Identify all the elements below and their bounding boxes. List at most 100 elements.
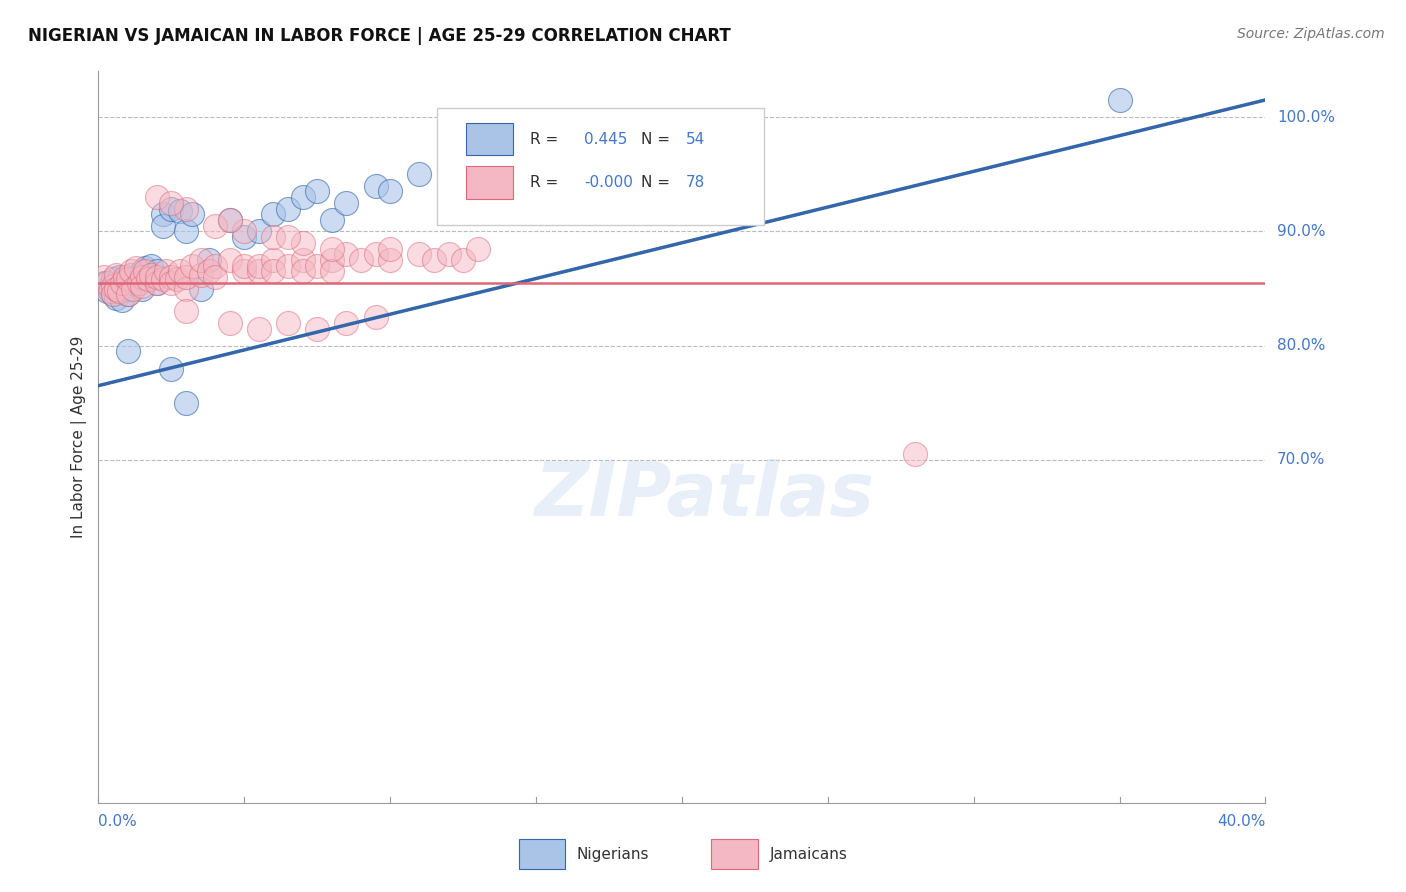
Text: N =: N =	[641, 131, 675, 146]
Text: NIGERIAN VS JAMAICAN IN LABOR FORCE | AGE 25-29 CORRELATION CHART: NIGERIAN VS JAMAICAN IN LABOR FORCE | AG…	[28, 27, 731, 45]
Text: 70.0%: 70.0%	[1277, 452, 1326, 467]
Point	[96, 276, 118, 290]
Point	[263, 230, 285, 244]
Point	[423, 252, 446, 267]
Point	[160, 202, 183, 216]
Point	[117, 287, 139, 301]
Point	[554, 138, 576, 153]
Text: ZIPatlas: ZIPatlas	[536, 459, 876, 533]
Point	[146, 276, 169, 290]
Point	[155, 264, 177, 278]
Point	[131, 270, 153, 285]
Point	[277, 259, 299, 273]
Point	[166, 272, 188, 286]
FancyBboxPatch shape	[465, 122, 513, 155]
Point	[152, 207, 174, 221]
Point	[437, 161, 460, 176]
Point	[291, 235, 314, 250]
Point	[321, 264, 343, 278]
Point	[128, 276, 150, 290]
Point	[131, 264, 153, 278]
Point	[364, 247, 387, 261]
Point	[218, 252, 240, 267]
Point	[380, 242, 402, 256]
Point	[160, 361, 183, 376]
Point	[93, 270, 115, 285]
Text: 100.0%: 100.0%	[1277, 110, 1336, 125]
Point	[98, 284, 121, 298]
Point	[364, 310, 387, 324]
Point	[307, 321, 329, 335]
Point	[233, 224, 256, 238]
Point	[101, 272, 124, 286]
Point	[160, 276, 183, 290]
Point	[174, 224, 197, 238]
Point	[277, 316, 299, 330]
Point	[146, 270, 169, 285]
Point	[307, 185, 329, 199]
Point	[152, 272, 174, 286]
Point	[380, 185, 402, 199]
Text: R =: R =	[530, 131, 564, 146]
Point	[408, 167, 430, 181]
Text: Jamaicans: Jamaicans	[769, 847, 848, 862]
Point	[136, 272, 159, 286]
Point	[613, 121, 636, 136]
Point	[204, 259, 226, 273]
Point	[146, 276, 169, 290]
Point	[125, 260, 148, 275]
Point	[198, 264, 221, 278]
Text: Nigerians: Nigerians	[576, 847, 650, 862]
Point	[190, 268, 212, 282]
Point	[583, 133, 606, 147]
Point	[111, 293, 134, 307]
Point	[233, 264, 256, 278]
Point	[904, 447, 927, 461]
Point	[247, 264, 270, 278]
Point	[139, 259, 162, 273]
Point	[111, 276, 134, 290]
Point	[277, 202, 299, 216]
Point	[104, 281, 127, 295]
Point	[247, 224, 270, 238]
Point	[117, 272, 139, 286]
FancyBboxPatch shape	[465, 167, 513, 199]
Text: -0.000: -0.000	[583, 176, 633, 190]
Point	[134, 264, 156, 278]
Point	[152, 219, 174, 233]
Point	[117, 287, 139, 301]
Text: N =: N =	[641, 176, 675, 190]
Text: 0.445: 0.445	[583, 131, 627, 146]
Point	[335, 195, 357, 210]
Point	[496, 150, 519, 164]
Point	[122, 281, 145, 295]
Point	[128, 272, 150, 286]
Point	[1108, 93, 1130, 107]
Point	[451, 252, 474, 267]
Point	[160, 270, 183, 285]
Text: Source: ZipAtlas.com: Source: ZipAtlas.com	[1237, 27, 1385, 41]
Point	[120, 264, 142, 278]
Point	[364, 178, 387, 193]
Point	[321, 252, 343, 267]
Point	[321, 213, 343, 227]
FancyBboxPatch shape	[711, 839, 758, 869]
Point	[263, 207, 285, 221]
Point	[335, 247, 357, 261]
FancyBboxPatch shape	[519, 839, 565, 869]
Point	[134, 260, 156, 275]
Point	[146, 264, 169, 278]
Point	[198, 252, 221, 267]
Point	[180, 207, 202, 221]
Point	[125, 270, 148, 285]
Point	[277, 230, 299, 244]
Point	[104, 281, 127, 295]
Text: 80.0%: 80.0%	[1277, 338, 1326, 353]
Point	[247, 259, 270, 273]
Point	[263, 252, 285, 267]
Point	[101, 287, 124, 301]
Point	[218, 213, 240, 227]
Point	[247, 321, 270, 335]
Point	[174, 304, 197, 318]
Text: 54: 54	[685, 131, 704, 146]
